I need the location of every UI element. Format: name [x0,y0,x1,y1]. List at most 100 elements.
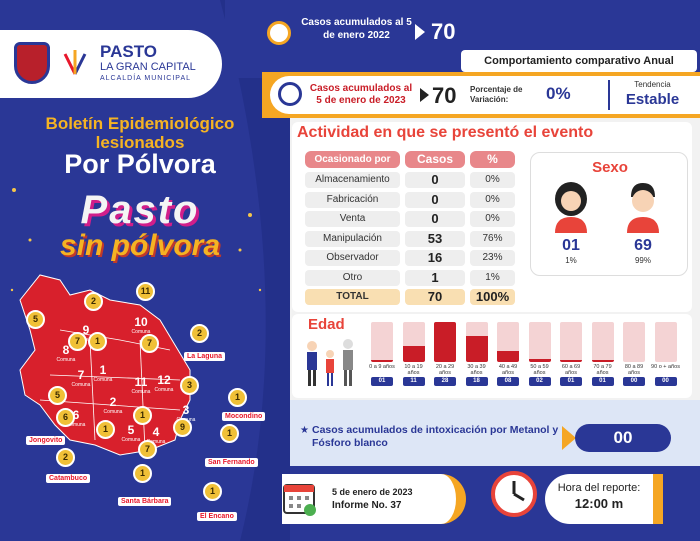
total-cases: 70 [405,289,465,305]
comuna-number: 4 [152,425,160,439]
male-count: 69 [634,237,652,254]
age-bar-bg [465,322,488,362]
male-pct: 99% [634,256,651,265]
comuna-word: Comuna [93,377,113,383]
activity-pct: 0% [470,172,515,188]
female-pct: 1% [565,256,577,265]
logo-card: PASTO LA GRAN CAPITAL ALCALDÍA MUNICIPAL [0,30,222,98]
comuna-count-badge[interactable]: 5 [26,310,45,329]
age-value: 00 [623,377,645,386]
place-label: La Laguna [184,352,226,361]
clock-icon [491,471,537,517]
activity-pct: 0% [470,191,515,208]
activity-pct: 0% [470,211,515,227]
place-count-badge[interactable]: 2 [56,448,75,467]
activity-cases: 0 [405,211,465,227]
comuna-count-badge[interactable]: 7 [140,334,159,353]
comuna-word: Comuna [56,357,76,363]
place-count-badge[interactable]: 1 [220,424,239,443]
age-value: 28 [434,377,456,386]
stopwatch-icon [267,21,291,45]
footer-report: Informe No. 37 [332,500,402,511]
comuna-number: 10 [134,315,148,329]
time-value: 12:00 m [574,496,624,511]
family-icon [307,339,353,386]
age-bar [402,346,425,362]
age-bar-bg [591,322,614,362]
age-label: 80 a 89 años [624,364,644,376]
comuna-count-badge[interactable]: 5 [48,386,67,405]
total-pct: 100% [470,289,515,305]
comuna-label: 1 Comuna [92,363,114,385]
divider [608,80,610,110]
age-value: 00 [654,377,677,386]
variation-label: Porcentaje de Variación: [470,85,523,104]
variation-value: 0% [546,84,571,103]
calendar-icon [283,484,316,516]
bulletin-headline: Por Pólvora [64,149,216,179]
comuna-count-badge[interactable]: 2 [84,292,103,311]
intox-label: Casos acumulados de intoxicación por Met… [312,424,559,449]
age-bar [528,359,551,362]
pasto-logo-icon [60,46,90,76]
age-bar [497,350,519,362]
comuna-count-badge[interactable]: 11 [136,282,155,301]
age-value: 01 [560,377,582,386]
activity-pct: 23% [470,250,515,266]
bulletin-title: Boletín Epidemiológico lesionados [20,114,260,152]
age-bar-bg [434,322,456,362]
comuna-count-badge[interactable]: 1 [96,420,115,439]
age-label: 0 a 9 años [369,364,395,370]
place-count-badge[interactable]: 1 [133,464,152,483]
age-value: 01 [591,377,614,386]
age-bar-bg [528,322,551,362]
place-count-badge[interactable]: 1 [203,482,222,501]
campaign-line1: Pasto [80,188,200,232]
comuna-number: 12 [157,373,171,387]
female-icon [555,182,587,233]
age-bar [371,360,393,362]
comuna-number: 1 [99,363,107,377]
activity-label: Observador [305,250,400,266]
activity-label: Fabricación [305,191,400,208]
col-caused: Ocasionado por [305,151,400,168]
age-bar [591,360,614,362]
footer-date: 5 de enero de 2023 [332,487,413,497]
female-count: 01 [562,237,580,254]
arrow-icon [562,426,576,450]
activity-pct: 1% [470,269,515,286]
comuna-number: 8 [62,343,70,357]
comuna-label: 10 Comuna [130,315,152,337]
comuna-count-badge[interactable]: 7 [68,332,87,351]
age-bar [465,336,488,362]
comuna-label: 6 Comuna [65,409,87,430]
activity-cases: 16 [405,250,465,266]
age-bar-bg [623,322,645,362]
place-count-badge[interactable]: 1 [228,388,247,407]
comparison-band: Casos acumulados al 5 de enero de 2023 7… [262,72,700,118]
bulletin-line2: lesionados [95,133,185,152]
comparison-title: Comportamiento comparativo Anual [461,50,697,72]
campaign-line2: sin pólvora [59,229,221,262]
activity-label: Manipulación [305,230,400,247]
comuna-count-badge[interactable]: 9 [173,418,192,437]
place-count-badge[interactable]: 6 [56,408,75,427]
age-bar-bg [654,322,677,362]
comuna-count-badge[interactable]: 1 [88,332,107,351]
male-icon [627,183,659,233]
comuna-count-badge[interactable]: 7 [138,440,157,459]
comuna-count-badge[interactable]: 3 [180,376,199,395]
total-label: TOTAL [305,289,400,305]
col-cases: Casos [405,151,465,168]
age-value: 02 [528,377,551,386]
date-card: 5 de enero de 2023 Informe No. 37 [282,474,466,524]
intox-section: ★ Casos acumulados de intoxicación por M… [290,400,700,466]
comuna-count-badge[interactable]: 1 [133,406,152,425]
activity-title: Actividad en que se presentó el evento [297,124,594,141]
footer: 5 de enero de 2023 Informe No. 37 Hora d… [282,466,700,541]
comuna-number: 9 [82,323,90,337]
activity-label: Otro [305,269,400,286]
place-count-badge[interactable]: 2 [190,324,209,343]
activity-label: Venta [305,211,400,227]
age-bar-bg [402,322,425,362]
